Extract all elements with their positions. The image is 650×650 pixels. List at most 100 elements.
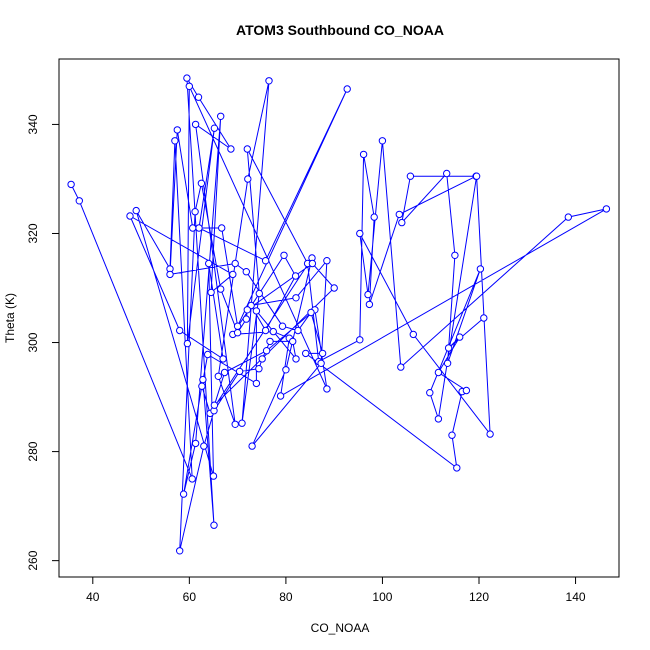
- data-point: [214, 372, 223, 380]
- data-point: [220, 368, 229, 377]
- data-point: [171, 137, 179, 145]
- data-point: [243, 306, 252, 314]
- data-point: [210, 124, 219, 132]
- data-point: [185, 82, 194, 91]
- data-point: [261, 326, 270, 335]
- data-point: [444, 344, 453, 352]
- data-point: [176, 326, 184, 335]
- data-point: [166, 270, 174, 279]
- data-point: [370, 213, 378, 221]
- data-point: [262, 347, 271, 355]
- data-point: [434, 368, 443, 377]
- data-point: [323, 257, 331, 265]
- data-point: [229, 270, 237, 279]
- data-point: [308, 259, 317, 268]
- x-tick-label: 60: [183, 590, 197, 604]
- data-point: [191, 208, 199, 216]
- data-point: [280, 251, 288, 260]
- data-point: [248, 442, 256, 450]
- data-point: [244, 175, 252, 183]
- y-axis: 260 280 300 320 340: [26, 114, 60, 571]
- data-point: [238, 419, 246, 427]
- data-point: [191, 120, 200, 129]
- data-point: [365, 300, 374, 309]
- data-point: [406, 172, 415, 180]
- data-point: [191, 439, 200, 448]
- data-point: [209, 472, 218, 480]
- data-point: [176, 547, 184, 555]
- x-tick-label: 100: [372, 590, 392, 604]
- y-tick-label: 280: [26, 441, 40, 461]
- data-point: [278, 322, 287, 330]
- data-point: [242, 268, 251, 276]
- data-point: [198, 382, 206, 390]
- x-axis: 40 60 80 100 120 140: [86, 576, 586, 604]
- data-point: [243, 145, 252, 153]
- data-point: [472, 172, 481, 180]
- data-point: [194, 93, 203, 101]
- data-point: [323, 385, 331, 393]
- data-point: [266, 337, 274, 346]
- data-point: [255, 289, 263, 298]
- data-point: [443, 169, 451, 178]
- data-point: [183, 339, 192, 348]
- data-point: [217, 285, 225, 293]
- data-point: [453, 464, 461, 472]
- data-point: [205, 259, 213, 268]
- data-point: [356, 336, 364, 344]
- x-tick-label: 80: [279, 590, 293, 604]
- data-point: [242, 315, 251, 323]
- data-point: [231, 259, 239, 268]
- data-point: [179, 490, 188, 498]
- data-point: [343, 85, 351, 93]
- data-point: [210, 401, 219, 409]
- data-point: [292, 355, 300, 363]
- data-point: [443, 359, 452, 367]
- data-point: [189, 224, 197, 232]
- y-axis-label: Theta (K): [3, 293, 17, 343]
- y-tick-label: 320: [26, 223, 40, 243]
- data-point: [219, 355, 227, 363]
- data-point: [302, 349, 310, 358]
- data-point: [395, 210, 403, 219]
- data-point: [207, 288, 215, 297]
- data-point: [378, 137, 387, 145]
- x-tick-label: 140: [566, 590, 586, 604]
- data-point: [307, 308, 315, 317]
- data-point: [231, 420, 239, 428]
- x-tick-label: 40: [86, 590, 100, 604]
- data-point: [252, 307, 261, 315]
- data-point: [364, 290, 372, 299]
- y-tick-label: 340: [26, 114, 40, 134]
- data-point: [602, 205, 611, 213]
- data-point: [398, 218, 406, 227]
- data-point: [486, 430, 494, 438]
- data-point: [318, 349, 327, 358]
- data-point: [261, 257, 270, 265]
- data-point: [451, 251, 459, 260]
- data-point: [218, 224, 226, 232]
- data-point: [409, 330, 417, 339]
- data-point: [183, 74, 191, 82]
- data-point: [217, 112, 225, 121]
- data-point: [252, 379, 261, 388]
- chart-title: ATOM3 Southbound CO_NOAA: [236, 22, 444, 38]
- data-point: [434, 415, 443, 423]
- data-point: [126, 212, 134, 220]
- data-point: [294, 326, 302, 335]
- data-point: [480, 314, 488, 322]
- data-point: [258, 355, 266, 363]
- data-point: [235, 367, 244, 376]
- data-point: [291, 272, 300, 280]
- x-axis-label: CO_NOAA: [311, 621, 370, 635]
- y-tick-label: 260: [26, 550, 40, 570]
- data-point: [282, 366, 290, 374]
- data-point: [448, 431, 456, 439]
- data-point: [173, 126, 182, 134]
- data-point: [462, 386, 471, 395]
- data-point: [199, 375, 207, 384]
- x-tick-label: 120: [469, 590, 489, 604]
- data-point: [197, 179, 206, 188]
